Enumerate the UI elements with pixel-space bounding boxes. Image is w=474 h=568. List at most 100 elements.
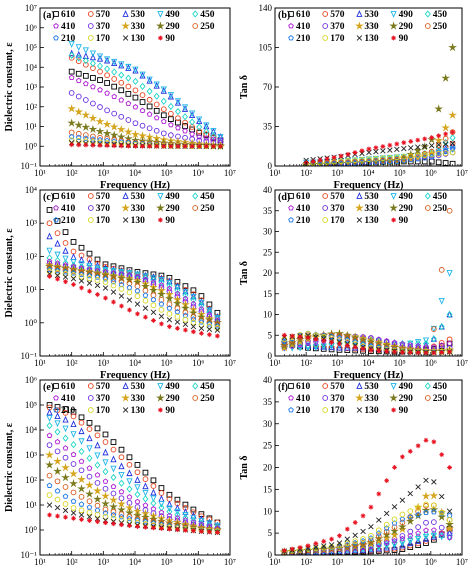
data-point — [153, 114, 160, 121]
data-point — [450, 129, 456, 135]
data-point — [174, 98, 182, 105]
legend-entry: 290 — [399, 204, 414, 214]
data-point — [78, 261, 85, 268]
data-point — [431, 479, 437, 485]
legend-entry: 450 — [200, 10, 215, 20]
data-point — [338, 158, 344, 165]
data-point — [214, 327, 221, 333]
data-point — [401, 145, 407, 152]
data-point — [380, 155, 386, 162]
data-point — [101, 499, 110, 508]
data-point — [181, 105, 189, 112]
x-tick-label: 10¹ — [269, 358, 281, 368]
data-point — [182, 504, 189, 511]
data-point — [69, 469, 78, 478]
data-point — [373, 148, 379, 155]
data-point — [360, 547, 366, 554]
legend-marker — [424, 10, 431, 18]
data-point — [62, 445, 69, 451]
legend-entry: 330 — [131, 22, 146, 32]
data-point — [86, 420, 93, 426]
y-tick-label: 10⁵ — [25, 400, 37, 410]
data-point — [94, 502, 101, 509]
data-point — [54, 230, 61, 236]
data-point — [158, 495, 165, 502]
legend-marker — [389, 393, 398, 402]
data-point — [134, 490, 141, 499]
y-axis-label: Tan δ — [239, 75, 250, 99]
data-point — [153, 108, 160, 114]
data-point — [336, 343, 343, 351]
data-point — [78, 447, 85, 456]
data-point — [95, 126, 105, 136]
data-point — [146, 111, 153, 117]
legend-entry: 170 — [330, 406, 345, 416]
legend-marker — [157, 11, 164, 18]
data-point — [153, 127, 160, 134]
data-point — [78, 414, 85, 421]
data-point — [214, 333, 220, 339]
data-point — [189, 118, 196, 126]
chart-panel-5: 10¹ 10² 10³ 10⁴ 10⁵ 10⁶ 10⁷ 10⁻¹ 10⁰ 10¹ 10² 10³ 10⁴… — [4, 375, 236, 567]
data-point — [437, 512, 447, 521]
legend-entry: 570 — [330, 192, 345, 202]
legend-entry: 210 — [296, 406, 311, 416]
data-point — [134, 469, 141, 476]
legend-entry: 90 — [399, 34, 409, 44]
data-point — [174, 504, 181, 511]
data-point — [160, 86, 167, 94]
data-point — [70, 461, 77, 467]
y-axis-label: Dielectric constant, ε — [4, 228, 15, 318]
x-tick-label: 10⁴ — [362, 168, 374, 178]
data-point — [62, 410, 69, 416]
data-point — [431, 502, 437, 509]
data-point — [445, 519, 454, 529]
legend-entry: 330 — [131, 204, 146, 214]
data-point — [104, 137, 110, 144]
legend-entry: 330 — [364, 204, 379, 214]
x-axis-label: Frequency (Hz) — [100, 180, 171, 191]
data-point — [153, 101, 160, 108]
data-point — [140, 143, 145, 149]
legend-marker — [355, 21, 364, 30]
data-point — [373, 159, 379, 165]
data-point — [166, 279, 173, 287]
data-point — [438, 267, 445, 273]
data-point — [165, 294, 174, 303]
x-tick-label: 10⁴ — [129, 168, 141, 178]
data-point — [78, 507, 85, 514]
data-point — [76, 142, 82, 148]
data-point — [151, 525, 156, 531]
legend-entry: 530 — [131, 192, 146, 202]
data-point — [94, 452, 101, 460]
legend-entry: 530 — [364, 192, 379, 202]
data-point — [104, 80, 110, 86]
data-point — [116, 132, 126, 141]
legend-marker — [356, 35, 363, 41]
data-point — [134, 301, 141, 307]
data-point — [352, 344, 358, 350]
x-tick-label: 10⁶ — [192, 557, 204, 567]
legend-marker — [424, 23, 431, 29]
data-point — [102, 119, 112, 129]
panel-label: (e) — [43, 382, 54, 393]
data-point — [407, 156, 414, 163]
data-point — [67, 104, 77, 113]
data-point — [430, 530, 437, 538]
legend: 610 570 530 490 450 410 370 330 290 250 210 170 130 9… — [53, 192, 215, 226]
data-point — [198, 301, 205, 310]
series-90 — [303, 129, 456, 166]
data-point — [421, 152, 428, 159]
data-point — [168, 121, 174, 128]
legend-entry: 250 — [433, 204, 448, 214]
data-point — [182, 321, 189, 328]
data-point — [329, 340, 334, 345]
y-tick-label: 105 — [259, 43, 273, 53]
data-point — [142, 489, 149, 497]
data-point — [75, 130, 82, 137]
data-point — [181, 303, 190, 312]
data-point — [400, 157, 407, 164]
panel-label: (f) — [278, 382, 288, 393]
data-layer — [301, 42, 457, 166]
data-point — [142, 495, 149, 503]
